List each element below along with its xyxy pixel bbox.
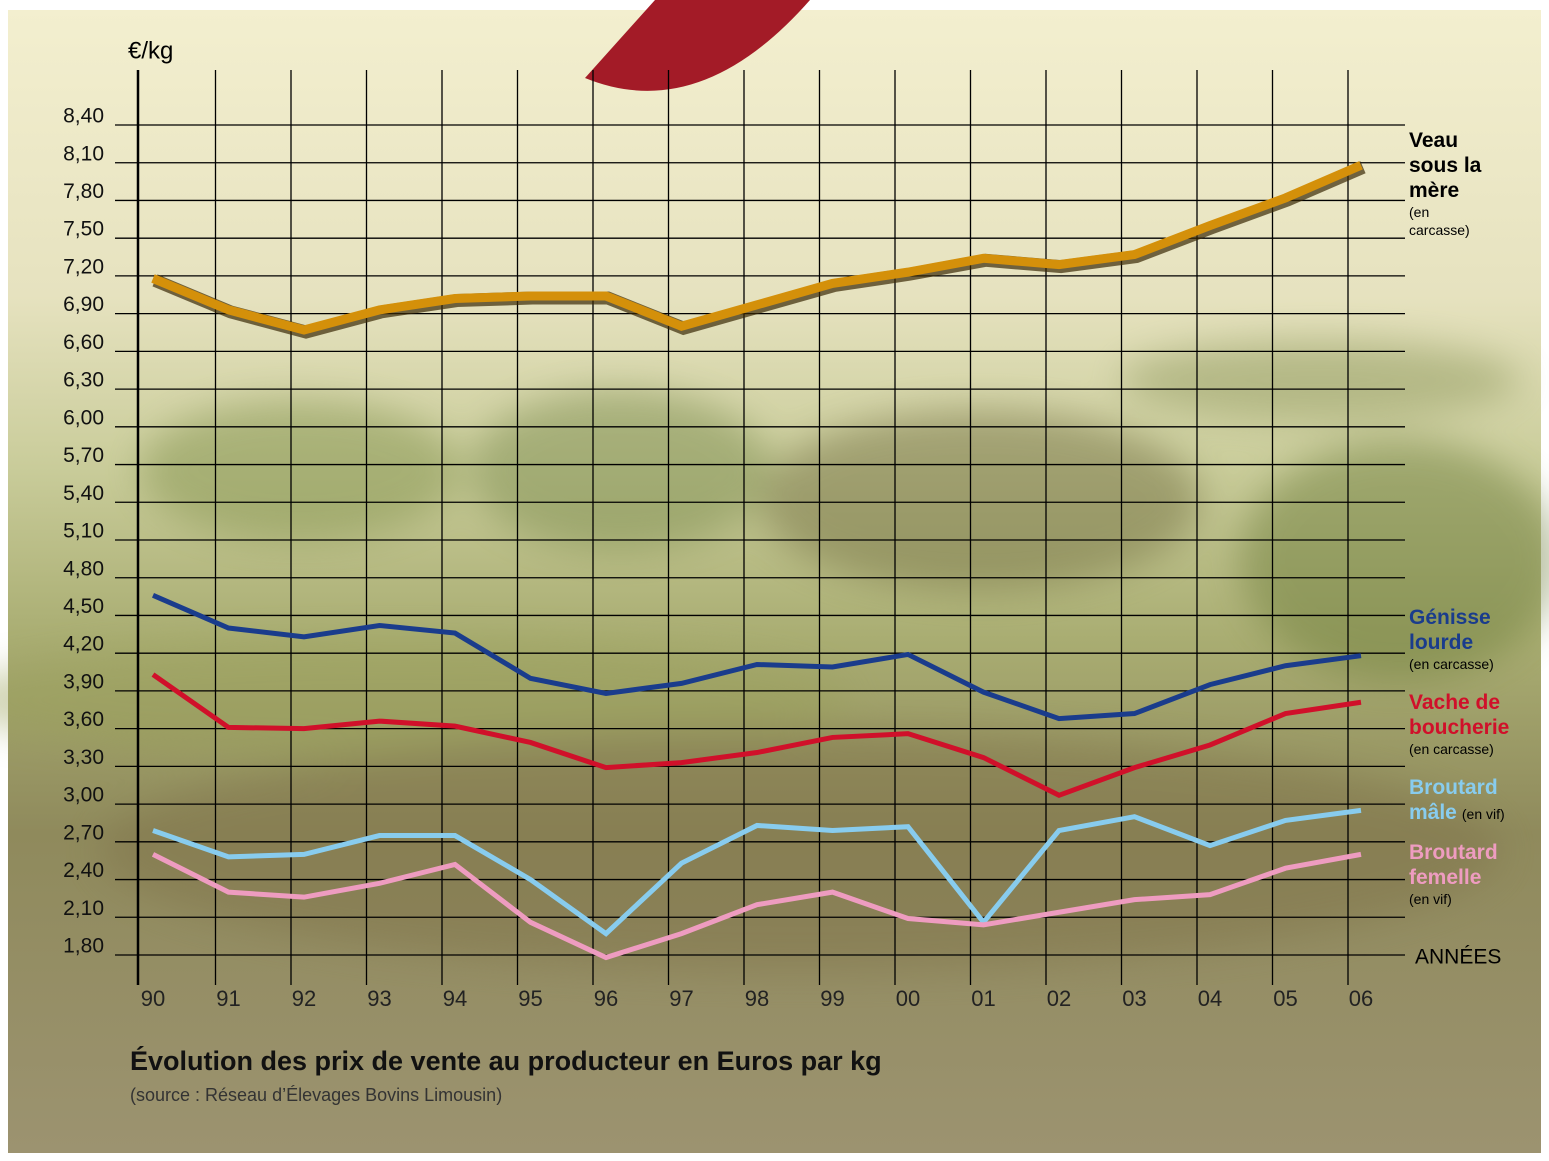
x-tick-label: 90 bbox=[141, 986, 165, 1011]
legend-note: (en carcasse) bbox=[1409, 203, 1489, 239]
x-tick-label: 91 bbox=[216, 986, 240, 1011]
legend-entry: Broutard femelle(en vif) bbox=[1409, 840, 1539, 908]
y-tick-label: 5,70 bbox=[63, 444, 104, 467]
y-tick-label: 3,60 bbox=[63, 708, 104, 731]
x-tick-label: 04 bbox=[1198, 986, 1222, 1011]
y-tick-label: 2,10 bbox=[63, 897, 104, 920]
y-tick-label: 8,40 bbox=[63, 105, 104, 128]
x-tick-label: 93 bbox=[367, 986, 391, 1011]
y-tick-label: 8,10 bbox=[63, 142, 104, 165]
y-tick-label: 7,80 bbox=[63, 180, 104, 203]
legend-entry: Vache de boucherie(en carcasse) bbox=[1409, 690, 1539, 758]
x-tick-label: 97 bbox=[669, 986, 693, 1011]
legend-label: Veau sous la mère bbox=[1409, 129, 1481, 202]
y-tick-label: 1,80 bbox=[63, 935, 104, 958]
y-tick-label: 6,00 bbox=[63, 406, 104, 429]
y-tick-label: 5,10 bbox=[63, 520, 104, 543]
x-tick-label: 94 bbox=[443, 986, 467, 1011]
y-tick-label: 5,40 bbox=[63, 482, 104, 505]
x-tick-label: 96 bbox=[594, 986, 618, 1011]
y-tick-label: 3,30 bbox=[63, 746, 104, 769]
y-tick-label: 6,30 bbox=[63, 369, 104, 392]
x-tick-label: 05 bbox=[1273, 986, 1297, 1011]
x-tick-label: 92 bbox=[292, 986, 316, 1011]
legend-note: (en carcasse) bbox=[1409, 655, 1539, 673]
page: €/kg ANNÉES 1,80 2,10 2,40 2,70 3,00 3,30 3,60… bbox=[0, 0, 1549, 1161]
chart-title: Évolution des prix de vente au producteu… bbox=[130, 1046, 882, 1077]
legend-entry: Veau sous la mère(en carcasse) bbox=[1409, 128, 1489, 239]
y-tick-label: 4,50 bbox=[63, 595, 104, 618]
legend-label: Génisse lourde bbox=[1409, 606, 1491, 654]
x-tick-label: 99 bbox=[820, 986, 844, 1011]
y-tick-label: 4,20 bbox=[63, 633, 104, 656]
y-tick-label: 6,60 bbox=[63, 331, 104, 354]
y-axis-label: €/kg bbox=[128, 37, 173, 64]
legend-label: Broutard femelle bbox=[1409, 841, 1498, 889]
x-tick-label: 00 bbox=[896, 986, 920, 1011]
legend-entry: Broutard mâle(en vif) bbox=[1409, 775, 1549, 825]
x-tick-label: 03 bbox=[1122, 986, 1146, 1011]
y-tick-label: 2,70 bbox=[63, 821, 104, 844]
x-tick-label: 95 bbox=[518, 986, 542, 1011]
legend-label: Vache de boucherie bbox=[1409, 691, 1509, 739]
y-tick-label: 7,50 bbox=[63, 218, 104, 241]
legend-entry: Génisse lourde(en carcasse) bbox=[1409, 605, 1539, 673]
x-axis-label: ANNÉES bbox=[1415, 946, 1501, 969]
y-tick-label: 2,40 bbox=[63, 859, 104, 882]
y-tick-label: 6,90 bbox=[63, 293, 104, 316]
x-tick-label: 02 bbox=[1047, 986, 1071, 1011]
x-tick-label: 98 bbox=[745, 986, 769, 1011]
legend-note: (en vif) bbox=[1409, 890, 1539, 908]
legend-note: (en vif) bbox=[1462, 806, 1505, 822]
legend-note: (en carcasse) bbox=[1409, 740, 1539, 758]
y-tick-label: 4,80 bbox=[63, 557, 104, 580]
x-tick-label: 06 bbox=[1349, 986, 1373, 1011]
chart: €/kg ANNÉES 1,80 2,10 2,40 2,70 3,00 3,30 3,60… bbox=[0, 0, 1549, 1161]
y-tick-label: 7,20 bbox=[63, 255, 104, 278]
chart-subtitle: (source : Réseau d’Élevages Bovins Limou… bbox=[130, 1085, 502, 1106]
y-tick-label: 3,90 bbox=[63, 670, 104, 693]
y-tick-label: 3,00 bbox=[63, 784, 104, 807]
x-tick-label: 01 bbox=[971, 986, 995, 1011]
